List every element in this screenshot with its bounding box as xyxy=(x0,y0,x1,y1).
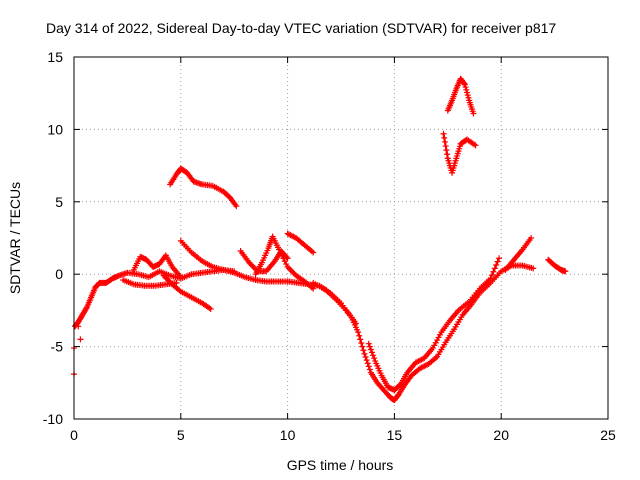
series-arc-midday-b xyxy=(252,233,317,292)
series-arc-noon-up xyxy=(284,230,317,256)
data-point xyxy=(371,355,378,362)
data-point xyxy=(365,340,372,347)
data-point xyxy=(75,323,82,330)
data-point xyxy=(358,339,365,346)
data-point xyxy=(493,262,500,269)
data-point xyxy=(491,265,498,272)
data-point xyxy=(356,332,363,339)
series-arc-early-bump xyxy=(130,252,184,281)
data-point xyxy=(562,268,569,275)
data-point xyxy=(442,143,449,150)
y-tick-label: 0 xyxy=(55,266,63,282)
data-point xyxy=(441,138,448,145)
plot-frame xyxy=(73,56,609,420)
data-point xyxy=(77,336,84,343)
y-tick-label: -5 xyxy=(51,339,64,355)
series-arc-late-morning xyxy=(177,237,238,275)
data-point xyxy=(461,81,468,88)
data-point xyxy=(173,279,180,286)
data-point xyxy=(367,346,374,353)
series-arc-morning-low xyxy=(120,276,180,289)
data-point xyxy=(364,360,371,367)
series-arc-dawn-high xyxy=(167,165,240,210)
series-line xyxy=(169,167,238,208)
series-arc-branch-upper xyxy=(365,255,503,394)
data-point xyxy=(355,329,362,336)
data-point xyxy=(461,80,468,87)
data-point xyxy=(310,249,317,256)
chart-title: Day 314 of 2022, Sidereal Day-to-day VTE… xyxy=(46,20,556,36)
series-isolated xyxy=(71,323,84,378)
data-point xyxy=(470,110,477,117)
data-point xyxy=(365,363,372,370)
data-point xyxy=(360,347,367,354)
data-point xyxy=(366,343,373,350)
x-tick-label: 0 xyxy=(70,427,78,443)
data-point xyxy=(463,86,470,93)
x-axis-label: GPS time / hours xyxy=(287,457,394,473)
data-point xyxy=(361,350,368,357)
data-point xyxy=(352,320,359,327)
data-point xyxy=(494,258,501,265)
x-tick-label: 20 xyxy=(493,427,509,443)
series-arc-afternoon-b xyxy=(310,279,359,327)
data-point xyxy=(444,151,451,158)
series-arc-night-end xyxy=(545,256,569,275)
series-line xyxy=(367,257,501,392)
data-point xyxy=(440,130,447,137)
data-point xyxy=(530,265,537,272)
series-arc-morning-desc xyxy=(160,272,214,312)
y-tick-label: 5 xyxy=(55,194,63,210)
data-point xyxy=(359,343,366,350)
data-point xyxy=(283,254,290,261)
data-point xyxy=(363,357,370,364)
x-tick-label: 15 xyxy=(387,427,403,443)
data-point xyxy=(464,92,471,99)
data-point xyxy=(465,94,472,101)
data-point xyxy=(462,84,469,91)
data-point xyxy=(366,366,373,373)
data-point xyxy=(310,285,317,292)
data-point xyxy=(443,147,450,154)
data-point xyxy=(370,352,377,359)
x-tick-label: 5 xyxy=(177,427,185,443)
x-tick-label: 25 xyxy=(600,427,616,443)
series-arc-midday-a xyxy=(237,248,291,275)
data-point xyxy=(490,268,497,275)
data-point xyxy=(233,203,240,210)
data-point xyxy=(488,272,495,279)
grid-layer xyxy=(74,57,608,419)
data-point xyxy=(496,255,503,262)
x-tick-label: 10 xyxy=(280,427,296,443)
y-axis-label: SDTVAR / TECUs xyxy=(7,182,23,294)
tick-layer: 0 5 10 15 20 25 -10 -5 0 5 10 15 xyxy=(43,49,616,443)
data-point xyxy=(441,134,448,141)
y-tick-label: -10 xyxy=(43,411,63,427)
data-point xyxy=(528,235,535,241)
data-point xyxy=(472,142,479,149)
data-point xyxy=(177,274,184,281)
series-arc-evening-dip xyxy=(440,130,479,176)
data-point xyxy=(487,275,494,282)
series-layer xyxy=(71,75,569,404)
data-point xyxy=(464,89,471,96)
data-point xyxy=(362,353,369,360)
data-point xyxy=(207,305,214,312)
series-arc-late-evening xyxy=(502,235,535,273)
data-point xyxy=(368,349,375,356)
data-point xyxy=(231,268,238,275)
y-tick-label: 10 xyxy=(47,121,63,137)
series-arc-evening-rise xyxy=(444,75,477,117)
y-tick-label: 15 xyxy=(47,49,63,65)
data-point xyxy=(357,336,364,343)
